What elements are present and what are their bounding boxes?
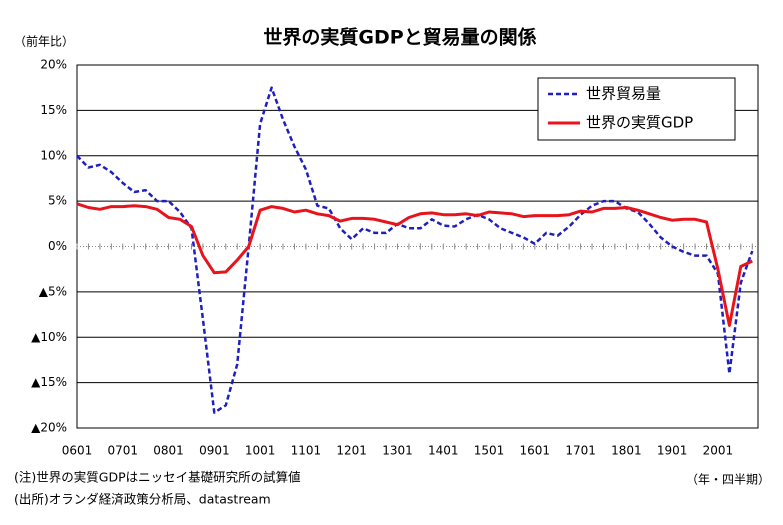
x-tick-label: 0601 [62, 444, 93, 458]
x-tick-label: 1601 [520, 444, 551, 458]
x-axis-label: （年・四半期） [686, 473, 770, 487]
x-tick-label: 1801 [611, 444, 642, 458]
x-tick-label: 1101 [291, 444, 322, 458]
y-tick-label: 5% [48, 194, 67, 208]
x-tick-label: 2001 [703, 444, 734, 458]
x-tick-label: 1201 [336, 444, 367, 458]
y-tick-label: 20% [40, 58, 67, 72]
x-tick-label: 1901 [657, 444, 688, 458]
series-line [76, 86, 754, 414]
y-tick-label: ▲20% [31, 421, 67, 435]
x-tick-label: 1301 [382, 444, 413, 458]
x-tick-label: 0801 [153, 444, 184, 458]
legend-label: 世界の実質GDP [586, 114, 693, 132]
y-axis-label: （前年比） [14, 34, 74, 49]
legend-box [537, 77, 736, 141]
chart-title: 世界の実質GDPと貿易量の関係 [263, 26, 536, 49]
y-tick-label: 0% [48, 239, 67, 253]
y-tick-label: 15% [40, 103, 67, 117]
x-tick-label: 1501 [474, 444, 505, 458]
y-tick-label: 10% [40, 148, 67, 162]
y-tick-label: ▲5% [39, 284, 67, 298]
x-tick-label: 1001 [245, 444, 276, 458]
series-line [76, 202, 753, 327]
note: (注)世界の実質GDPはニッセイ基礎研究所の試算値 [14, 470, 301, 485]
y-tick-label: ▲10% [31, 330, 67, 344]
x-tick-label: 1701 [565, 444, 596, 458]
x-tick-label: 1401 [428, 444, 459, 458]
note: (出所)オランダ経済政策分析局、datastream [14, 492, 271, 507]
x-tick-label: 0701 [108, 444, 139, 458]
y-tick-label: ▲15% [31, 375, 67, 389]
x-tick-label: 0901 [199, 444, 230, 458]
legend-label: 世界貿易量 [586, 85, 661, 103]
